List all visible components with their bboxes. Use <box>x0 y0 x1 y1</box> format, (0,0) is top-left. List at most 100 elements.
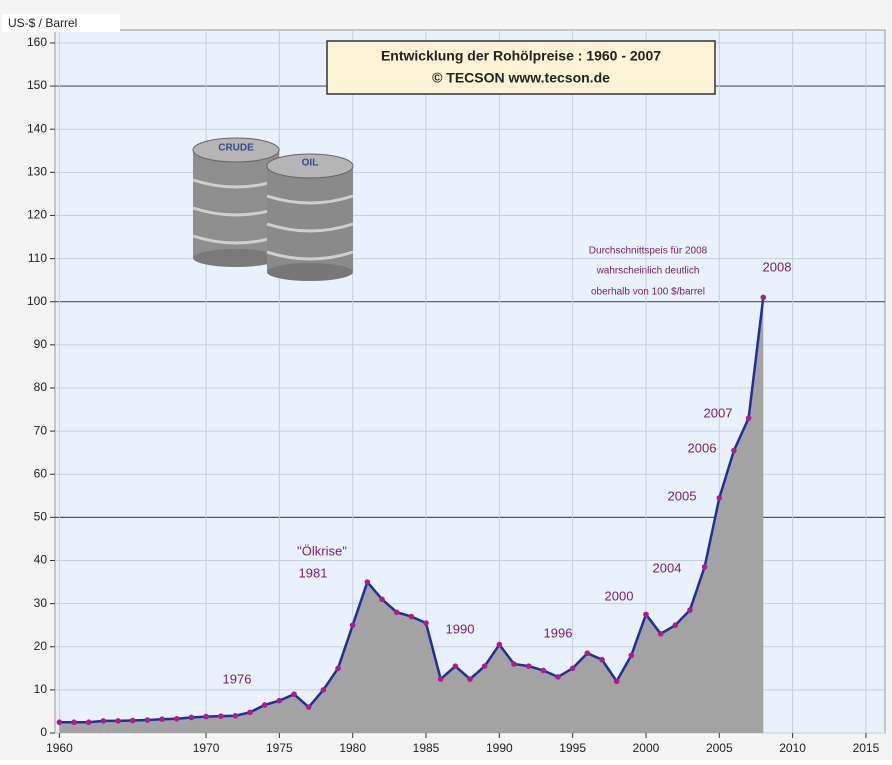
annotation: 2000 <box>605 588 634 603</box>
annotation: 1976 <box>223 671 252 686</box>
y-tick-label: 140 <box>27 121 47 135</box>
barrel-top <box>192 137 280 163</box>
marker <box>335 665 341 672</box>
chart-title: Entwicklung der Rohölpreise : 1960 - 200… <box>381 48 661 64</box>
marker <box>349 622 356 628</box>
marker <box>481 663 488 669</box>
title-box: Entwicklung der Rohölpreise : 1960 - 200… <box>326 40 716 95</box>
marker <box>217 713 224 719</box>
marker <box>276 697 283 704</box>
annotation: 2005 <box>668 488 697 503</box>
barrel-rings <box>266 194 354 261</box>
marker <box>540 667 547 674</box>
marker <box>364 579 371 585</box>
x-tick-label: 2010 <box>779 741 806 755</box>
barrel-label: OIL <box>302 158 319 169</box>
annotation: 1996 <box>544 625 573 640</box>
annotation: oberhalb von 100 $/barrel <box>591 287 705 298</box>
y-tick-label: 50 <box>34 510 48 524</box>
x-tick-label: 1990 <box>486 741 513 755</box>
marker <box>745 415 752 421</box>
y-tick-label: 10 <box>34 682 48 696</box>
barrel: CRUDE <box>192 137 280 267</box>
y-tick-label: 90 <box>34 337 48 351</box>
annotation: "Ölkrise" <box>297 543 347 558</box>
marker <box>71 719 77 726</box>
annotation: 2007 <box>704 405 733 420</box>
y-tick-label: 110 <box>28 251 47 265</box>
marker <box>437 676 444 682</box>
marker <box>423 620 429 626</box>
y-tick-label: 20 <box>34 639 48 653</box>
marker <box>584 650 591 657</box>
y-axis-label: US-$ / Barrel <box>8 16 77 30</box>
x-tick-label: 2015 <box>853 741 880 755</box>
marker <box>643 611 649 618</box>
marker <box>452 663 459 669</box>
marker <box>320 687 327 693</box>
marker <box>173 715 180 722</box>
y-tick-label: 120 <box>27 208 47 222</box>
marker <box>188 714 195 721</box>
marker <box>85 719 92 726</box>
marker <box>496 641 503 648</box>
barrel-bottom <box>193 249 279 267</box>
marker <box>687 607 693 613</box>
marker <box>716 495 723 501</box>
marker <box>760 294 767 301</box>
barrel-body <box>267 166 353 272</box>
annotation: 1981 <box>299 565 328 580</box>
annotation: wahrscheinlich deutlich <box>596 266 700 277</box>
y-tick-label: 160 <box>27 35 47 49</box>
marker <box>555 674 561 680</box>
x-tick-label: 1970 <box>193 741 220 755</box>
x-tick-label: 1960 <box>46 741 73 755</box>
x-tick-label: 1980 <box>339 741 366 755</box>
marker <box>247 709 253 716</box>
marker <box>261 702 268 708</box>
marker <box>599 656 605 663</box>
marker <box>115 718 121 724</box>
marker <box>393 609 400 616</box>
marker <box>56 719 63 726</box>
marker <box>672 622 679 628</box>
y-tick-label: 130 <box>27 164 47 178</box>
y-tick-label: 30 <box>34 596 48 610</box>
marker <box>408 613 415 620</box>
marker <box>129 717 136 724</box>
data <box>56 294 767 733</box>
marker <box>291 691 297 697</box>
barrels: CRUDE OIL <box>192 137 354 281</box>
chart-subtitle: © TECSON www.tecson.de <box>432 70 610 86</box>
marker <box>657 631 664 637</box>
annotation: 2004 <box>653 560 682 575</box>
marker <box>569 665 576 672</box>
y-tick-label: 60 <box>34 466 48 480</box>
marker <box>144 717 151 723</box>
barrel: OIL <box>266 153 354 281</box>
marker <box>232 712 239 719</box>
x-tick-label: 2005 <box>706 741 733 755</box>
marker <box>305 704 312 710</box>
annotation: 2006 <box>688 440 717 455</box>
marker <box>511 661 517 667</box>
y-tick-label: 70 <box>34 423 48 437</box>
marker <box>100 718 107 724</box>
x-tick-label: 1975 <box>266 741 293 755</box>
y-tick-label: 0 <box>40 725 47 739</box>
area <box>59 297 764 733</box>
y-label-box <box>2 14 120 32</box>
annotations: "Ölkrise" 1981 1976 1990 1996 2000 2004 2005 200… <box>223 246 792 687</box>
marker <box>613 678 620 685</box>
barrel-label: CRUDE <box>218 143 254 154</box>
title-frame <box>326 40 716 95</box>
y-tick-label: 150 <box>27 78 47 92</box>
marker <box>467 676 473 682</box>
marker <box>731 447 737 454</box>
marker <box>159 716 165 722</box>
x-tick-label: 1985 <box>413 741 440 755</box>
y-tick-label: 40 <box>34 553 48 567</box>
y-tick-label: 100 <box>27 294 47 308</box>
